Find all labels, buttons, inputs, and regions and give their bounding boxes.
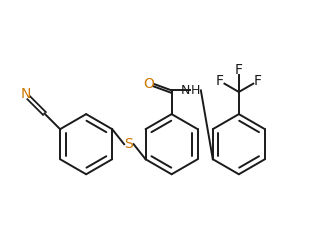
Text: N: N [181,84,190,97]
Text: N: N [20,87,31,102]
Text: F: F [254,74,262,88]
Text: H: H [191,84,200,97]
Text: S: S [124,137,133,151]
Text: F: F [216,74,224,88]
Text: O: O [143,77,154,91]
Text: F: F [235,63,243,77]
